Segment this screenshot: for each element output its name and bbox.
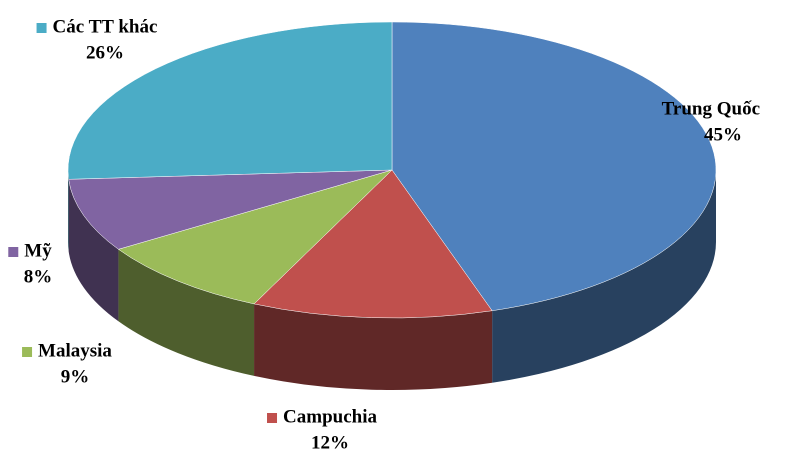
data-label-value: 12%	[311, 432, 349, 453]
slice-side	[68, 170, 69, 252]
slice-side	[118, 249, 255, 376]
data-label-name: Malaysia	[38, 340, 112, 361]
legend-marker	[267, 413, 278, 423]
data-label-value: 45%	[704, 124, 742, 145]
data-label-name: Trung Quốc	[662, 98, 760, 119]
slice	[391, 21, 717, 312]
legend-marker	[36, 23, 47, 33]
slice	[67, 21, 393, 180]
data-label-name: Các TT khác	[53, 16, 158, 37]
data-label-name: Mỹ	[24, 240, 52, 261]
slice	[253, 169, 493, 319]
data-label-value: 8%	[24, 266, 53, 287]
slice-side	[254, 303, 493, 390]
legend-marker	[8, 247, 19, 257]
data-label-value: 9%	[61, 366, 90, 387]
slice-side	[492, 170, 716, 383]
legend-marker	[22, 347, 33, 357]
slice	[68, 169, 393, 250]
data-label-value: 26%	[86, 42, 124, 63]
data-label-name: Campuchia	[283, 406, 377, 427]
slice	[117, 169, 393, 305]
slice-side	[68, 179, 119, 322]
